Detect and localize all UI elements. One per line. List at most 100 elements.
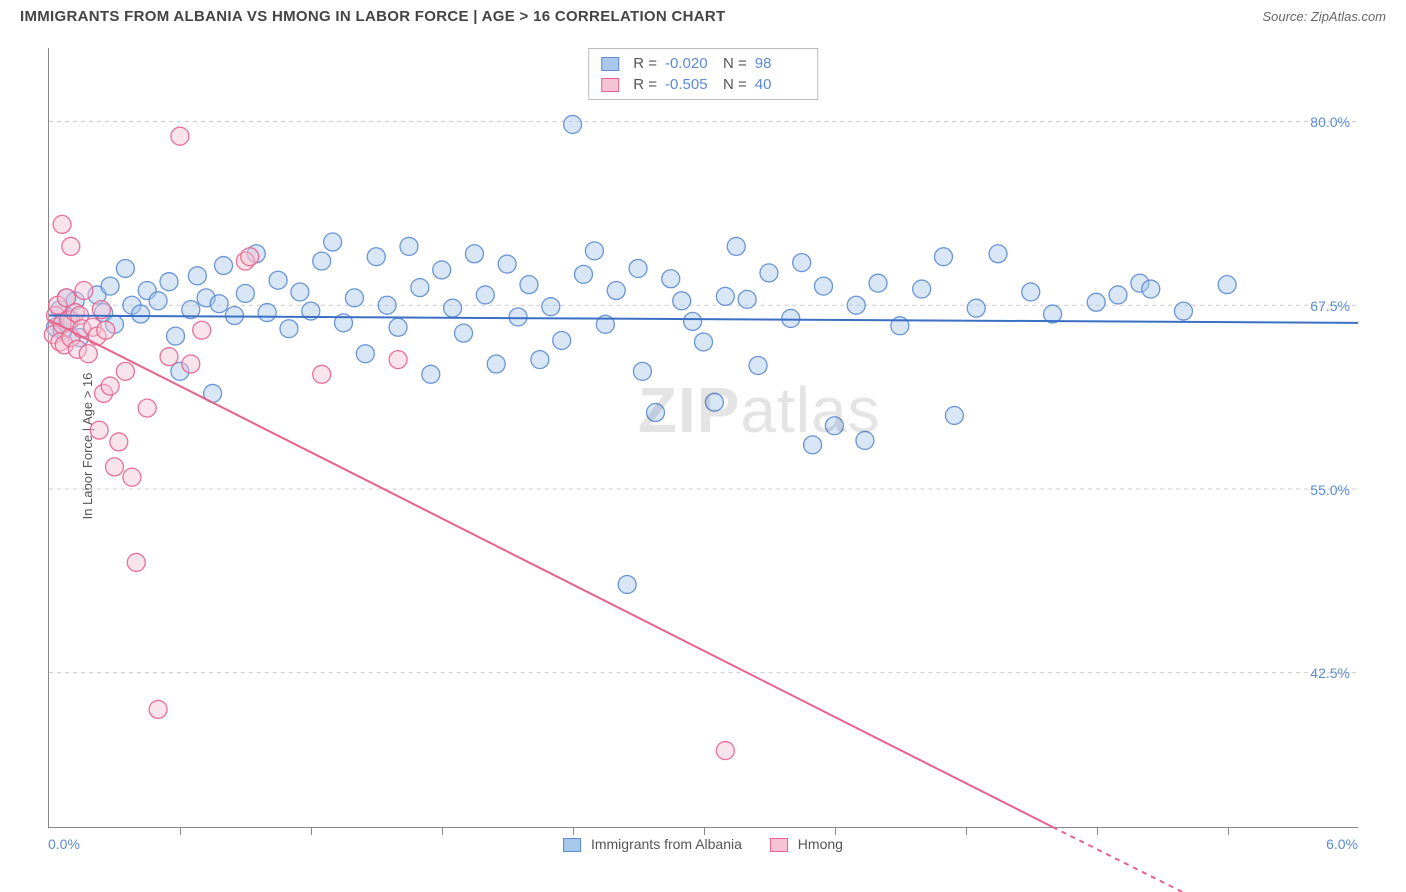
- data-point: [110, 433, 128, 451]
- data-point: [345, 289, 363, 307]
- data-point: [989, 245, 1007, 263]
- data-point: [225, 307, 243, 325]
- data-point: [132, 305, 150, 323]
- r-value-series2: -0.505: [665, 76, 715, 93]
- n-label: N =: [723, 55, 747, 72]
- data-point: [400, 237, 418, 255]
- swatch-series2-bottom: [770, 838, 788, 852]
- data-point: [684, 312, 702, 330]
- data-point: [673, 292, 691, 310]
- x-max-label: 6.0%: [1326, 836, 1358, 852]
- data-point: [782, 309, 800, 327]
- x-tick: [1097, 827, 1098, 835]
- r-value-series1: -0.020: [665, 55, 715, 72]
- data-point: [367, 248, 385, 266]
- data-point: [182, 355, 200, 373]
- data-point: [825, 417, 843, 435]
- data-point: [476, 286, 494, 304]
- data-point: [389, 318, 407, 336]
- data-point: [934, 248, 952, 266]
- y-tick-label: 67.5%: [1310, 298, 1350, 314]
- data-point: [171, 127, 189, 145]
- data-point: [629, 259, 647, 277]
- data-point: [1218, 276, 1236, 294]
- data-point: [313, 252, 331, 270]
- data-point: [116, 362, 134, 380]
- data-point: [101, 377, 119, 395]
- data-point: [913, 280, 931, 298]
- data-point: [149, 292, 167, 310]
- x-tick: [966, 827, 967, 835]
- data-point: [123, 468, 141, 486]
- data-point: [291, 283, 309, 301]
- r-label: R =: [633, 76, 657, 93]
- data-point: [1022, 283, 1040, 301]
- swatch-series2: [601, 78, 619, 92]
- trend-line: [49, 320, 1053, 827]
- data-point: [356, 345, 374, 363]
- data-point: [241, 248, 259, 266]
- data-point: [856, 431, 874, 449]
- plot-area: 42.5%55.0%67.5%80.0%: [48, 48, 1358, 828]
- data-point: [945, 406, 963, 424]
- data-point: [607, 282, 625, 300]
- stats-row-series1: R = -0.020 N = 98: [601, 53, 805, 74]
- data-point: [149, 700, 167, 718]
- chart-svg: [49, 48, 1358, 827]
- x-tick: [311, 827, 312, 835]
- stats-legend: R = -0.020 N = 98 R = -0.505 N = 40: [588, 48, 818, 100]
- legend-item-series2: Hmong: [770, 836, 843, 852]
- data-point: [101, 277, 119, 295]
- chart-source: Source: ZipAtlas.com: [1262, 9, 1386, 24]
- data-point: [79, 345, 97, 363]
- y-tick-label: 80.0%: [1310, 114, 1350, 130]
- data-point: [531, 351, 549, 369]
- data-point: [236, 284, 254, 302]
- data-point: [695, 333, 713, 351]
- x-tick: [180, 827, 181, 835]
- trend-line: [49, 316, 1358, 323]
- data-point: [160, 273, 178, 291]
- stats-row-series2: R = -0.505 N = 40: [601, 74, 805, 95]
- data-point: [411, 279, 429, 297]
- data-point: [389, 351, 407, 369]
- data-point: [553, 332, 571, 350]
- bottom-legend: Immigrants from Albania Hmong: [563, 836, 843, 852]
- x-tick: [835, 827, 836, 835]
- data-point: [1142, 280, 1160, 298]
- data-point: [749, 356, 767, 374]
- data-point: [1109, 286, 1127, 304]
- x-min-label: 0.0%: [48, 836, 80, 852]
- data-point: [138, 399, 156, 417]
- n-value-series2: 40: [755, 76, 805, 93]
- legend-label-series2: Hmong: [798, 836, 843, 852]
- x-axis-labels: 0.0% Immigrants from Albania Hmong 6.0%: [48, 836, 1358, 858]
- data-point: [324, 233, 342, 251]
- data-point: [804, 436, 822, 454]
- data-point: [727, 237, 745, 255]
- x-tick: [573, 827, 574, 835]
- data-point: [422, 365, 440, 383]
- data-point: [53, 215, 71, 233]
- data-point: [193, 321, 211, 339]
- legend-label-series1: Immigrants from Albania: [591, 836, 742, 852]
- data-point: [313, 365, 331, 383]
- data-point: [1087, 293, 1105, 311]
- r-label: R =: [633, 55, 657, 72]
- data-point: [967, 299, 985, 317]
- data-point: [618, 575, 636, 593]
- data-point: [433, 261, 451, 279]
- y-tick-label: 55.0%: [1310, 482, 1350, 498]
- x-tick: [442, 827, 443, 835]
- data-point: [444, 299, 462, 317]
- data-point: [127, 553, 145, 571]
- data-point: [160, 348, 178, 366]
- data-point: [647, 404, 665, 422]
- data-point: [705, 393, 723, 411]
- n-value-series1: 98: [755, 55, 805, 72]
- data-point: [1174, 302, 1192, 320]
- data-point: [814, 277, 832, 295]
- data-point: [542, 298, 560, 316]
- data-point: [210, 295, 228, 313]
- data-point: [498, 255, 516, 273]
